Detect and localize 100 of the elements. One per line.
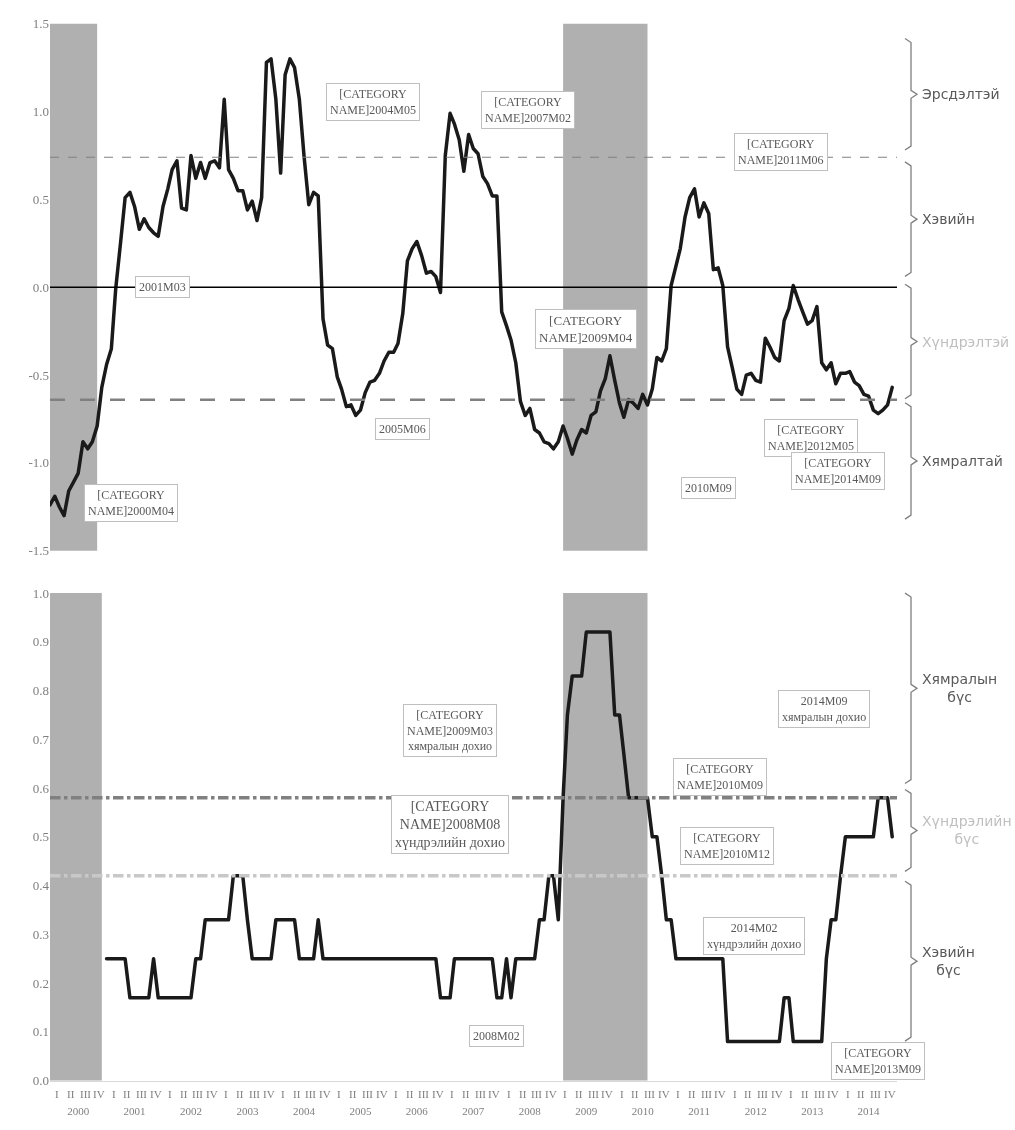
text: I xyxy=(168,1088,172,1100)
y-tick-label: 0.1 xyxy=(32,1024,49,1040)
x-tick-label: 2012 xyxy=(744,1104,767,1117)
text: I xyxy=(789,1088,793,1100)
x-tick-label: 2001 xyxy=(123,1104,146,1117)
x-tick-label: 2009 xyxy=(575,1104,598,1117)
text: IV xyxy=(150,1088,162,1100)
text: II xyxy=(123,1088,131,1100)
annotation: 2005M06 xyxy=(379,422,426,436)
text: I xyxy=(55,1088,59,1100)
y-tick-label: -0.5 xyxy=(28,367,49,383)
x-tick-label: 2013 xyxy=(801,1104,824,1117)
text: II xyxy=(67,1088,75,1100)
text: II xyxy=(519,1088,527,1100)
text: IV xyxy=(488,1088,500,1100)
x-tick-label: 2002 xyxy=(179,1104,202,1117)
text: IV xyxy=(658,1088,670,1100)
text: III xyxy=(362,1088,374,1100)
annotation: [CATEGORY NAME]2012M05 xyxy=(768,423,854,453)
y-tick-label: -1.5 xyxy=(28,543,49,559)
y-tick-label: 0.5 xyxy=(32,829,49,845)
annotation: 2014M09 хямралын дохио xyxy=(782,694,867,724)
text: I xyxy=(676,1088,680,1100)
annotation: [CATEGORY NAME]2010M09 xyxy=(677,762,763,792)
text: IV xyxy=(884,1088,896,1100)
y-tick-label: 0.3 xyxy=(32,926,49,942)
text: Хүндрэлийн бүс xyxy=(922,813,1012,848)
text: IV xyxy=(827,1088,839,1100)
text: III xyxy=(475,1088,487,1100)
text: II xyxy=(857,1088,865,1100)
text: I xyxy=(112,1088,116,1100)
x-tick-label: 2004 xyxy=(292,1104,316,1117)
text: IV xyxy=(206,1088,218,1100)
annotation: [CATEGORY NAME]2014M09 xyxy=(795,456,881,486)
annotation: [CATEGORY NAME]2000M04 xyxy=(88,488,174,518)
text: II xyxy=(575,1088,583,1100)
text: IV xyxy=(714,1088,726,1100)
text: III xyxy=(701,1088,713,1100)
text: IV xyxy=(263,1088,275,1100)
x-tick-label: 2005 xyxy=(349,1104,372,1117)
annotation: 2008M02 xyxy=(473,1029,520,1043)
y-tick-label: 0.2 xyxy=(32,975,49,991)
y-tick-label: 1.0 xyxy=(32,585,49,601)
text: Хямралтай xyxy=(922,453,1003,469)
text: II xyxy=(744,1088,752,1100)
y-tick-label: 1.0 xyxy=(32,104,49,120)
text: IV xyxy=(601,1088,613,1100)
text: III xyxy=(249,1088,261,1100)
annotation: 2010M09 xyxy=(685,481,732,495)
text: III xyxy=(814,1088,826,1100)
text: II xyxy=(236,1088,244,1100)
text: III xyxy=(80,1088,92,1100)
text: II xyxy=(688,1088,696,1100)
x-tick-label: 2011 xyxy=(688,1104,710,1117)
text: IV xyxy=(376,1088,388,1100)
y-tick-label: 1.5 xyxy=(32,16,49,32)
text: I xyxy=(733,1088,737,1100)
text: III xyxy=(870,1088,882,1100)
annotation: [CATEGORY NAME]2008M08 хүндрэлийн дохио xyxy=(395,799,505,851)
text: I xyxy=(337,1088,341,1100)
text: Хэвийн xyxy=(922,211,975,227)
text: III xyxy=(192,1088,204,1100)
text: IV xyxy=(93,1088,105,1100)
x-tick-label: 2003 xyxy=(236,1104,259,1117)
text: IV xyxy=(319,1088,331,1100)
line-series xyxy=(104,630,894,1044)
text: I xyxy=(224,1088,228,1100)
annotation: 2001M03 xyxy=(139,280,186,294)
text: Хэвийн бүс xyxy=(922,944,975,979)
annotation: [CATEGORY NAME]2004M05 xyxy=(330,87,416,117)
y-tick-label: 0.9 xyxy=(32,634,49,650)
text: III xyxy=(305,1088,317,1100)
annotation: [CATEGORY NAME]2007M02 xyxy=(485,95,571,125)
text: II xyxy=(406,1088,414,1100)
text: III xyxy=(418,1088,430,1100)
text: IV xyxy=(771,1088,783,1100)
text: I xyxy=(394,1088,398,1100)
x-tick-label: 2010 xyxy=(631,1104,655,1117)
x-tick-label: 2008 xyxy=(518,1104,542,1117)
text: III xyxy=(531,1088,543,1100)
annotation: [CATEGORY NAME]2013M09 xyxy=(835,1046,921,1076)
x-tick-label: 2006 xyxy=(405,1104,429,1117)
text: IV xyxy=(432,1088,444,1100)
text: I xyxy=(620,1088,624,1100)
text: Хүндрэлтэй xyxy=(922,334,1010,350)
text: Эрсдэлтэй xyxy=(922,86,1000,102)
x-tick-label: 2007 xyxy=(462,1104,485,1117)
text: I xyxy=(281,1088,285,1100)
text: III xyxy=(757,1088,769,1100)
text: II xyxy=(293,1088,301,1100)
text: I xyxy=(507,1088,511,1100)
annotation: 2014M02 хүндрэлийн дохио xyxy=(707,921,802,951)
text: II xyxy=(801,1088,809,1100)
text: III xyxy=(644,1088,656,1100)
text: I xyxy=(846,1088,850,1100)
x-tick-label: 2000 xyxy=(67,1104,90,1117)
annotation: [CATEGORY NAME]2011M06 xyxy=(738,137,824,167)
text: III xyxy=(588,1088,600,1100)
y-tick-label: -1.0 xyxy=(28,455,49,471)
line-series xyxy=(50,57,894,518)
